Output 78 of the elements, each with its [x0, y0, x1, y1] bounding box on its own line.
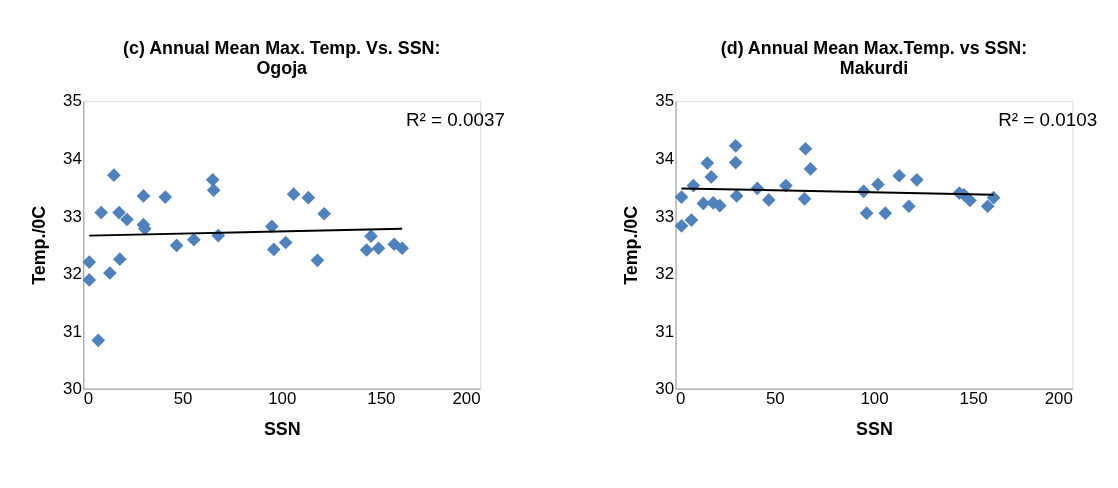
point — [803, 162, 818, 176]
point — [206, 183, 221, 197]
point — [94, 205, 109, 220]
point — [371, 241, 386, 256]
point — [359, 243, 374, 257]
x-tick-label: 50 — [173, 389, 193, 409]
point — [729, 189, 744, 203]
point — [859, 206, 874, 221]
y-tick-label: 30 — [655, 379, 675, 399]
x-axis-title: SSN — [856, 418, 893, 439]
point — [317, 206, 332, 221]
point — [310, 253, 325, 268]
point — [963, 193, 977, 208]
x-axis-title: SSN — [263, 418, 301, 439]
y-tick-label: 31 — [655, 321, 675, 341]
point — [107, 168, 121, 183]
x-tick-label: 100 — [860, 389, 889, 409]
point — [728, 139, 743, 153]
point — [779, 178, 793, 193]
x-tick-label: 150 — [367, 389, 396, 409]
x-tick-label: 0 — [676, 389, 686, 409]
y-tick-label: 33 — [655, 206, 675, 226]
x-tick-label: 100 — [268, 389, 297, 409]
point — [684, 213, 699, 227]
x-tick-label: 0 — [83, 389, 94, 409]
y-tick-label: 32 — [63, 264, 82, 284]
point — [395, 241, 409, 256]
annotation: R² = 0.0103 — [998, 108, 1098, 130]
chart-title: (d) Annual Mean Max.Temp. vs SSN: Makurdi — [720, 38, 1028, 79]
point — [728, 155, 743, 170]
point — [902, 199, 916, 214]
x-tick-label: 150 — [959, 389, 988, 409]
y-tick-label: 35 — [655, 91, 675, 111]
point — [704, 170, 719, 184]
point — [120, 212, 134, 227]
point — [700, 156, 715, 170]
point — [364, 229, 378, 244]
point — [674, 219, 689, 233]
x-tick-label: 200 — [452, 389, 481, 409]
y-tick-label: 31 — [63, 321, 82, 341]
y-axis-title: Temp./0C — [29, 205, 50, 285]
point — [264, 219, 279, 234]
point — [82, 255, 97, 269]
point — [205, 172, 220, 187]
point — [892, 168, 906, 183]
point — [696, 196, 711, 211]
y-tick-label: 33 — [63, 206, 82, 226]
point — [82, 273, 97, 287]
point — [91, 333, 106, 348]
point — [278, 235, 293, 250]
point — [980, 199, 995, 214]
point — [113, 252, 127, 267]
y-tick-label: 34 — [63, 148, 82, 168]
point — [301, 190, 316, 205]
chart-title: (c) Annual Mean Max. Temp. Vs. SSN: Ogoja — [123, 38, 441, 79]
point — [158, 190, 173, 204]
point — [871, 177, 885, 192]
y-tick-label: 30 — [63, 379, 82, 399]
point — [266, 242, 281, 257]
point — [797, 191, 812, 206]
point — [112, 205, 126, 220]
point — [674, 190, 689, 204]
annotation: R² = 0.0037 — [406, 108, 505, 130]
point — [103, 266, 117, 280]
x-tick-label: 50 — [765, 389, 785, 409]
point — [187, 232, 201, 247]
point — [136, 189, 151, 203]
point — [878, 206, 893, 221]
point — [909, 172, 924, 187]
point — [169, 238, 184, 253]
y-axis-title: Temp./0C — [621, 205, 642, 285]
x-tick-label: 200 — [1044, 389, 1073, 409]
point — [286, 187, 301, 202]
y-tick-label: 32 — [655, 264, 675, 284]
y-tick-label: 34 — [655, 148, 675, 168]
y-tick-label: 35 — [63, 91, 82, 111]
point — [798, 141, 813, 156]
point — [761, 193, 776, 207]
